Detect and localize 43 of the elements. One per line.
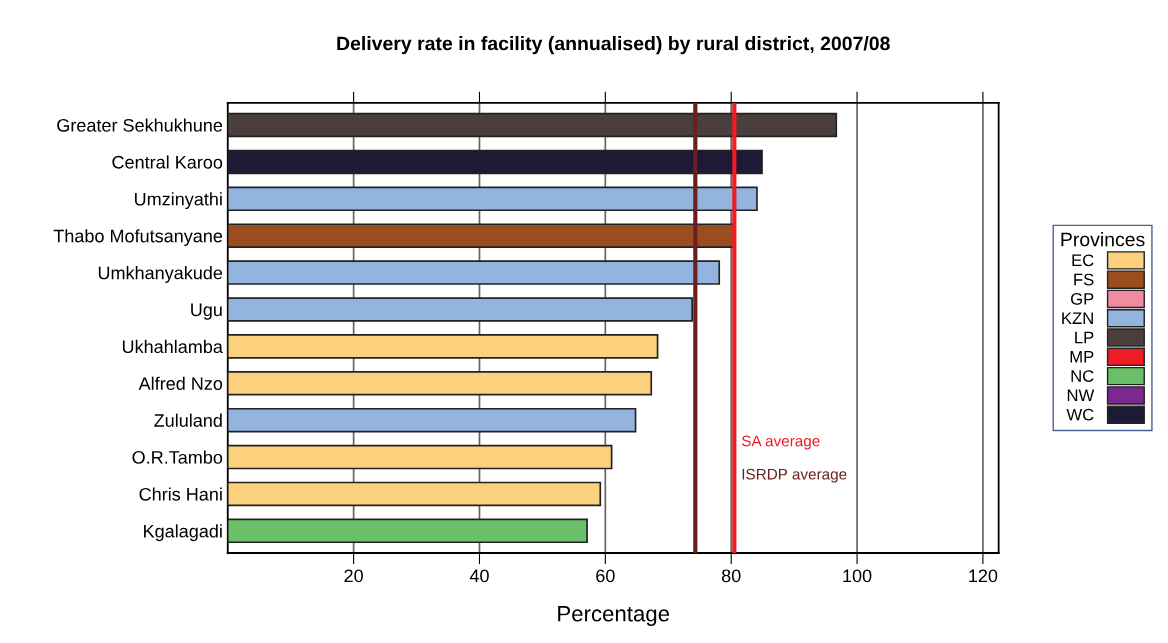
legend-title: Provinces — [1061, 232, 1145, 247]
y-tick-label: Central Karoo — [112, 155, 223, 169]
bar — [227, 112, 838, 138]
legend-label: LP — [1075, 331, 1094, 344]
y-tick-label: Zululand — [154, 413, 222, 427]
y-tick-label: Chris Hani — [139, 487, 222, 501]
x-tick-label: 60 — [596, 569, 615, 583]
chart-title: Delivery rate in facility (annualised) by rural district, 2007/08 — [337, 36, 890, 55]
x-tick-label: 40 — [469, 569, 489, 583]
legend-label: GP — [1071, 292, 1094, 305]
y-tick-label: Greater Sekhukhune — [57, 118, 223, 132]
y-tick-label: Kgalagadi — [144, 524, 222, 542]
legend-label: FS — [1074, 273, 1094, 286]
legend-label: MP — [1070, 351, 1094, 363]
bar — [227, 186, 758, 212]
bar — [227, 370, 653, 396]
x-tick-label: 20 — [344, 569, 363, 583]
bar — [227, 407, 637, 433]
y-tick-label: Ukhahlamba — [122, 339, 223, 354]
x-tick-label: 120 — [969, 569, 998, 583]
legend-label: KZN — [1062, 312, 1093, 324]
y-tick-label: Thabo Mofutsanyane — [53, 229, 223, 246]
x-tick-label: 100 — [843, 569, 872, 583]
bar — [227, 149, 763, 175]
ref-line-label: SA average — [741, 435, 820, 450]
ref-line-label: ISRDP average — [742, 468, 847, 483]
legend-label: NC — [1071, 370, 1094, 382]
y-tick-label: Ugu — [191, 303, 222, 320]
bar — [227, 518, 588, 544]
y-tick-label: Umkhanyakude — [98, 266, 223, 283]
legend-label: WC — [1066, 408, 1094, 421]
bar — [227, 481, 602, 507]
bar — [227, 444, 613, 470]
bar — [227, 334, 659, 359]
bar — [227, 260, 721, 285]
legend-label: NW — [1067, 389, 1095, 402]
y-tick-label: O.R.Tambo — [132, 450, 223, 464]
y-tick-label: Alfred Nzo — [138, 376, 223, 390]
y-tick-label: Umzinyathi — [135, 192, 222, 210]
x-axis-title: Percentage — [558, 606, 670, 626]
x-tick-label: 80 — [721, 569, 741, 583]
bar — [227, 297, 694, 322]
legend-label: EC — [1072, 254, 1094, 267]
